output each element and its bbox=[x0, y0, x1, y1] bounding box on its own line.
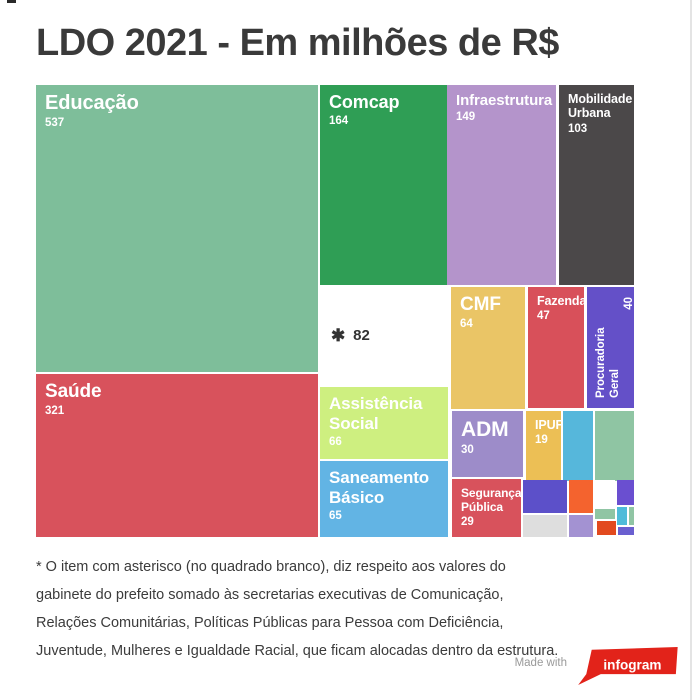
tile-label: ✱ bbox=[331, 325, 346, 345]
tile-value: 66 bbox=[329, 435, 342, 448]
treemap-tile-ipuf[interactable]: IPUF 19 bbox=[526, 410, 561, 481]
tile-label: Saneamento Básico bbox=[329, 467, 430, 507]
treemap-tile-unlabeled-3[interactable] bbox=[523, 479, 567, 513]
infogram-logo[interactable]: infogram bbox=[576, 647, 678, 690]
top-edge-artifact bbox=[7, 0, 16, 3]
tile-value: 65 bbox=[329, 509, 342, 522]
tile-value: 29 bbox=[461, 516, 474, 528]
tile-value: 30 bbox=[461, 444, 474, 457]
treemap-tile-unlabeled-5[interactable] bbox=[595, 479, 615, 507]
treemap-tile-comcap[interactable]: Comcap 164 bbox=[320, 84, 448, 285]
tile-value: 164 bbox=[329, 114, 349, 127]
tile-label: Mobilidade Urbana bbox=[568, 91, 633, 121]
tile-value: 537 bbox=[45, 117, 65, 130]
treemap-tile-infraestrutura[interactable]: Infraestrutura 149 bbox=[447, 84, 556, 285]
tile-label: Saúde bbox=[45, 380, 102, 402]
treemap-tile-unlabeled-7[interactable] bbox=[523, 514, 567, 537]
treemap-tile-unlabeled-9[interactable] bbox=[595, 508, 615, 519]
chart-title: LDO 2021 - Em milhões de R$ bbox=[36, 22, 559, 64]
treemap-tile-cmf[interactable]: CMF 64 bbox=[451, 286, 525, 409]
infogram-logo-text: infogram bbox=[603, 658, 661, 673]
tile-label: Infraestrutura bbox=[456, 91, 553, 109]
treemap-tile-mobilidade-urbana[interactable]: Mobilidade Urbana 103 bbox=[559, 84, 634, 285]
treemap-tile-unlabeled-6[interactable] bbox=[617, 479, 634, 505]
treemap-chart: Educação 537 Saúde 321 Comcap 164 ✱ 82 Assistênc… bbox=[36, 84, 634, 537]
tile-label: Procuradoria Geral bbox=[595, 327, 621, 398]
tile-value: 64 bbox=[460, 318, 473, 331]
treemap-tile-unlabeled-11[interactable] bbox=[629, 506, 634, 525]
footnote-line: Juventude, Mulheres e Igualdade Racial, … bbox=[36, 642, 559, 659]
footnote-line: * O item com asterisco (no quadrado bran… bbox=[36, 558, 506, 575]
treemap-tile-assistencia-social[interactable]: Assistência Social 66 bbox=[320, 386, 448, 459]
tile-value: 149 bbox=[456, 111, 476, 124]
infogram-logo-bubble: infogram bbox=[578, 647, 678, 685]
tile-label: Comcap bbox=[329, 91, 400, 112]
tile-value: 82 bbox=[353, 327, 370, 345]
treemap-tile-adm[interactable]: ADM 30 bbox=[452, 410, 523, 477]
treemap-tile-unlabeled-1[interactable] bbox=[563, 410, 593, 481]
treemap-tile-seguranca-publica[interactable]: Segurança Pública 29 bbox=[452, 478, 521, 537]
tile-label: Educação bbox=[45, 91, 139, 114]
tile-value: 40 bbox=[623, 296, 634, 310]
treemap-tile-unlabeled-12[interactable] bbox=[597, 520, 616, 535]
treemap-tile-unlabeled-8[interactable] bbox=[569, 514, 593, 537]
treemap-tile-unlabeled-10[interactable] bbox=[617, 506, 627, 525]
footnote-line: gabinete do prefeito somado às secretari… bbox=[36, 586, 504, 603]
treemap-tile-saneamento-basico[interactable]: Saneamento Básico 65 bbox=[320, 460, 448, 537]
tile-label: Fazenda bbox=[537, 293, 584, 308]
frame-border bbox=[690, 0, 692, 700]
tile-label: CMF bbox=[460, 293, 501, 315]
treemap-tile-procuradoria-geral[interactable]: Procuradoria Geral 40 bbox=[587, 286, 634, 408]
treemap-tile-asterisco[interactable]: ✱ 82 bbox=[320, 286, 448, 385]
made-with-label: Made with bbox=[514, 657, 567, 669]
tile-label: ADM bbox=[461, 417, 509, 441]
treemap-tile-fazenda[interactable]: Fazenda 47 bbox=[528, 286, 584, 408]
tile-label: IPUF bbox=[535, 417, 561, 432]
tile-value: 103 bbox=[568, 123, 588, 136]
treemap-tile-unlabeled-4[interactable] bbox=[569, 479, 593, 513]
footnote: * O item com asterisco (no quadrado bran… bbox=[36, 553, 596, 665]
treemap-tile-educacao[interactable]: Educação 537 bbox=[36, 84, 318, 372]
treemap-tile-unlabeled-2[interactable] bbox=[595, 410, 634, 481]
treemap-tile-unlabeled-13[interactable] bbox=[618, 526, 634, 535]
tile-label: Segurança Pública bbox=[461, 485, 521, 514]
footnote-line: Relações Comunitárias, Políticas Pública… bbox=[36, 614, 504, 631]
tile-value: 19 bbox=[535, 434, 548, 447]
tile-value: 47 bbox=[537, 310, 550, 323]
tile-label: Assistência Social bbox=[329, 393, 423, 433]
credit-bar: Made with infogram bbox=[515, 647, 678, 690]
tile-value: 321 bbox=[45, 405, 65, 418]
treemap-tile-saude[interactable]: Saúde 321 bbox=[36, 373, 318, 537]
